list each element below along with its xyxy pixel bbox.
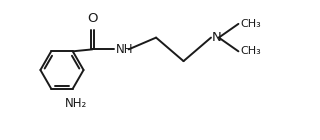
Text: NH: NH <box>116 43 133 56</box>
Text: N: N <box>212 31 222 44</box>
Text: O: O <box>87 12 98 25</box>
Text: CH₃: CH₃ <box>240 19 261 29</box>
Text: NH₂: NH₂ <box>65 96 87 109</box>
Text: CH₃: CH₃ <box>240 46 261 56</box>
